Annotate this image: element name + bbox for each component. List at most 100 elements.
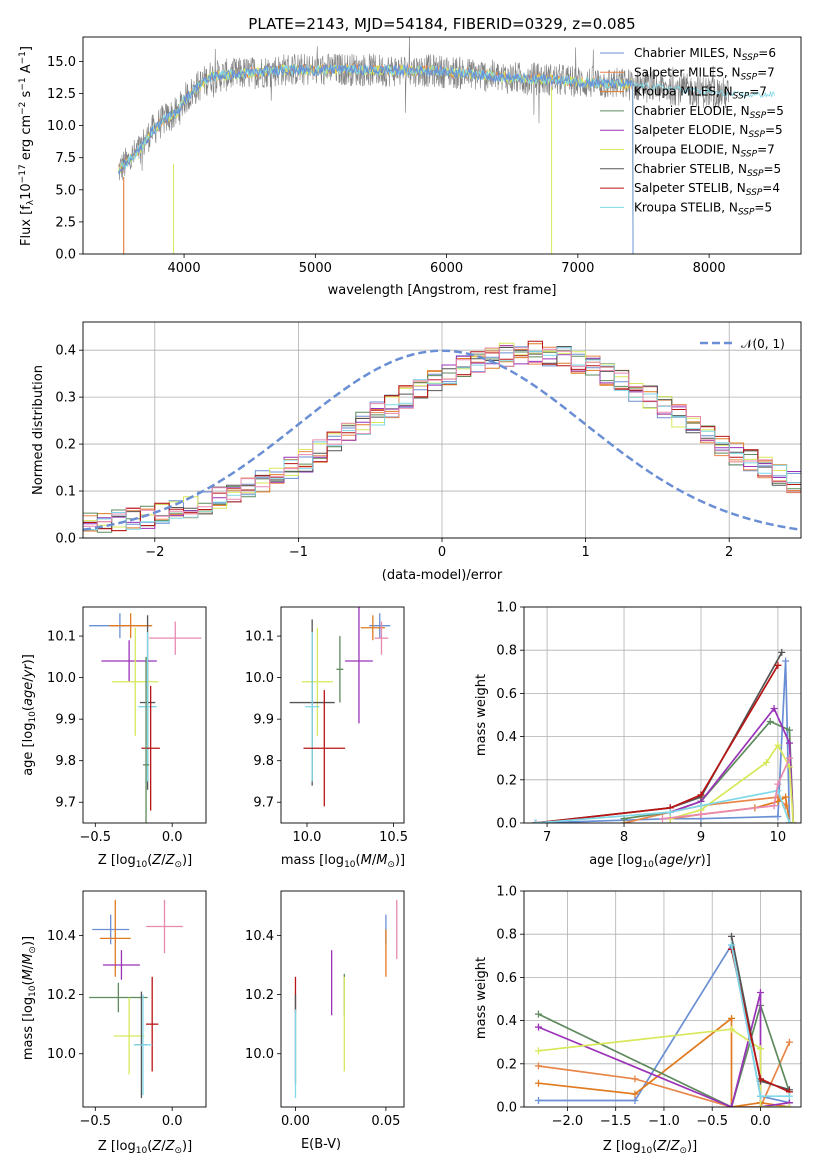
mass-weight-marker [728,1103,736,1107]
agez-x-axis-label: Z [log10(Z/Z⊙)] [98,853,192,870]
x-tick-label: −1 [289,545,308,560]
mass-weight-marker [778,648,786,656]
axes-frame [280,606,405,824]
legend-entry-label: Salpeter ELODIE, NSSP=5 [634,123,783,140]
mass-weight-marker [766,717,774,725]
mass-weight-vs-metallicity-plot-area: −2.0 −1.5 −1.0 −0.5 0.0 0.0 0.2 0.4 0.6 0.8 1.0 [496,885,802,1129]
y-tick-label: 10.1 [47,630,76,645]
mass-weight-lines [532,648,797,823]
x-tick-label: 0 [438,545,446,560]
mass-weight-marker [631,1075,639,1083]
y-tick-label: 5.0 [55,183,76,198]
histogram-y-axis-label: Normed distribution [31,365,46,495]
y-tick-label: 0.1 [55,485,76,500]
spectrum-x-axis-label: wavelength [Angstrom, rest frame] [328,283,557,298]
mass-weight-marker [534,1023,542,1031]
mass-weight-marker [659,815,666,823]
spectrum-y-axis-label: Flux [fλ10−17 erg cm−2 s−1 A−1] [18,46,36,246]
mass-weight-marker [728,1014,736,1022]
age-vs-mass-panel: 10.0 10.5 9.7 9.8 9.9 10.0 10.1 mass [log10(M/… [245,606,408,870]
y-tick-label: 9.7 [253,796,274,811]
residual-histogram-plot-area: −2 −1 0 1 2 0.0 0.1 0.2 0.3 0.4 𝒩(0, 1) [55,321,802,560]
y-tick-label: 9.7 [55,796,76,811]
mwage-y-axis-label: mass weight [474,674,489,756]
mass-weight-marker [697,802,705,810]
mass-weight-vs-age-plot-area: 7 8 9 10 0.0 0.2 0.4 0.6 0.8 1.0 [496,601,802,845]
histogram-series-line [83,346,801,531]
axes-frame [280,890,405,1108]
mass-vs-ebv-plot-area: 0.00 0.05 10.0 10.2 10.4 [245,890,405,1129]
massebv-x-axis-label: E(B-V) [301,1137,341,1152]
mass-weight-marker [785,763,793,771]
x-tick-label: 8 [620,830,628,845]
histogram-x-axis-label: (data-model)/error [382,568,503,583]
y-tick-label: 1.0 [496,601,517,616]
y-tick-label: 0.0 [496,1101,517,1116]
model-spectrum-tail [632,81,776,99]
x-tick-label: 7 [543,830,551,845]
mwage-x-axis-label: age [log10(age/yr)] [589,853,711,870]
gaussian-legend-label: 𝒩(0, 1) [741,337,785,351]
y-tick-label: 7.5 [55,151,76,166]
mass-vs-ebv-panel: 0.00 0.05 10.0 10.2 10.4 E(B-V) [245,890,405,1152]
legend-entry-label: Chabrier MILES, NSSP=6 [634,46,776,63]
axes-frame [523,606,802,824]
legend-entry-label: Kroupa STELIB, NSSP=5 [634,200,772,217]
x-tick-label: 5000 [299,261,332,276]
mass-weight-marker [534,1079,542,1087]
y-tick-label: 0.3 [55,391,76,406]
y-tick-label: 10.1 [245,630,274,645]
mass-weight-marker [756,1075,764,1083]
mass-weight-vs-age-panel: 7 8 9 10 0.0 0.2 0.4 0.6 0.8 1.0 mass weight age … [474,601,802,870]
x-tick-label: 9 [697,830,705,845]
age-vs-metallicity-panel: −0.5 0.0 9.7 9.8 9.9 10.0 10.1 age [log10(age/… [21,606,207,870]
y-tick-label: 0.6 [496,971,517,986]
y-tick-label: 9.8 [55,754,76,769]
mwz-x-axis-label: Z [log10(Z/Z⊙)] [603,1139,697,1156]
mass-weight-marker [774,661,782,669]
mass-vs-metallicity-plot-area: −0.5 0.0 10.0 10.2 10.4 [47,890,207,1129]
histogram-series-line [83,340,801,532]
y-tick-label: 10.2 [47,988,76,1003]
y-tick-label: 0.8 [496,928,517,943]
y-tick-label: 9.9 [253,713,274,728]
y-tick-label: 0.2 [496,773,517,788]
residual-histogram-panel: −2 −1 0 1 2 0.0 0.1 0.2 0.3 0.4 𝒩(0, 1) (data-mode… [31,321,802,583]
x-tick-label: 0.05 [371,1114,400,1129]
x-tick-label: −2 [145,545,164,560]
mass-weight-marker [631,1090,639,1098]
mass-weight-marker [728,932,736,940]
mass-weight-marker [774,741,782,749]
y-tick-label: 9.9 [55,713,76,728]
y-tick-label: 10.0 [245,671,274,686]
mass-weight-series-line [535,664,779,823]
legend-entry-label: Salpeter MILES, NSSP=7 [634,65,775,82]
legend-entry-label: Chabrier ELODIE, NSSP=5 [634,104,784,121]
spectrum-lines [117,37,776,254]
x-tick-label: 10 [770,830,787,845]
axes-frame [82,321,802,539]
mass-weight-marker [782,657,790,665]
age-y-axis-label: age [log10(age/yr)] [21,654,38,776]
mass-weight-marker [534,1010,542,1018]
mass-weight-lines [534,932,793,1107]
mass-weight-marker [532,819,540,823]
model-spectrum-line [117,63,634,254]
y-tick-label: 9.8 [253,754,274,769]
mass-weight-marker [534,1097,542,1105]
gaussian-curve [83,349,801,532]
mass-weight-marker [728,941,736,949]
mass-weight-marker [770,802,778,810]
axes-frame [82,606,207,824]
mass-weight-vs-metallicity-panel: −2.0 −1.5 −1.0 −0.5 0.0 0.0 0.2 0.4 0.6 0.8 1.0 ma… [474,885,802,1156]
mass-weight-marker [785,1038,793,1046]
axes-frame [82,36,802,255]
y-tick-label: 12.5 [47,87,76,102]
x-tick-label: 7000 [561,261,594,276]
mass-weight-series-line [535,660,791,823]
mass-weight-marker [631,1097,639,1105]
age-vs-metallicity-plot-area: −0.5 0.0 9.7 9.8 9.9 10.0 10.1 [47,606,207,845]
mwz-y-axis-label: mass weight [474,957,489,1039]
y-tick-label: 10.4 [245,929,274,944]
